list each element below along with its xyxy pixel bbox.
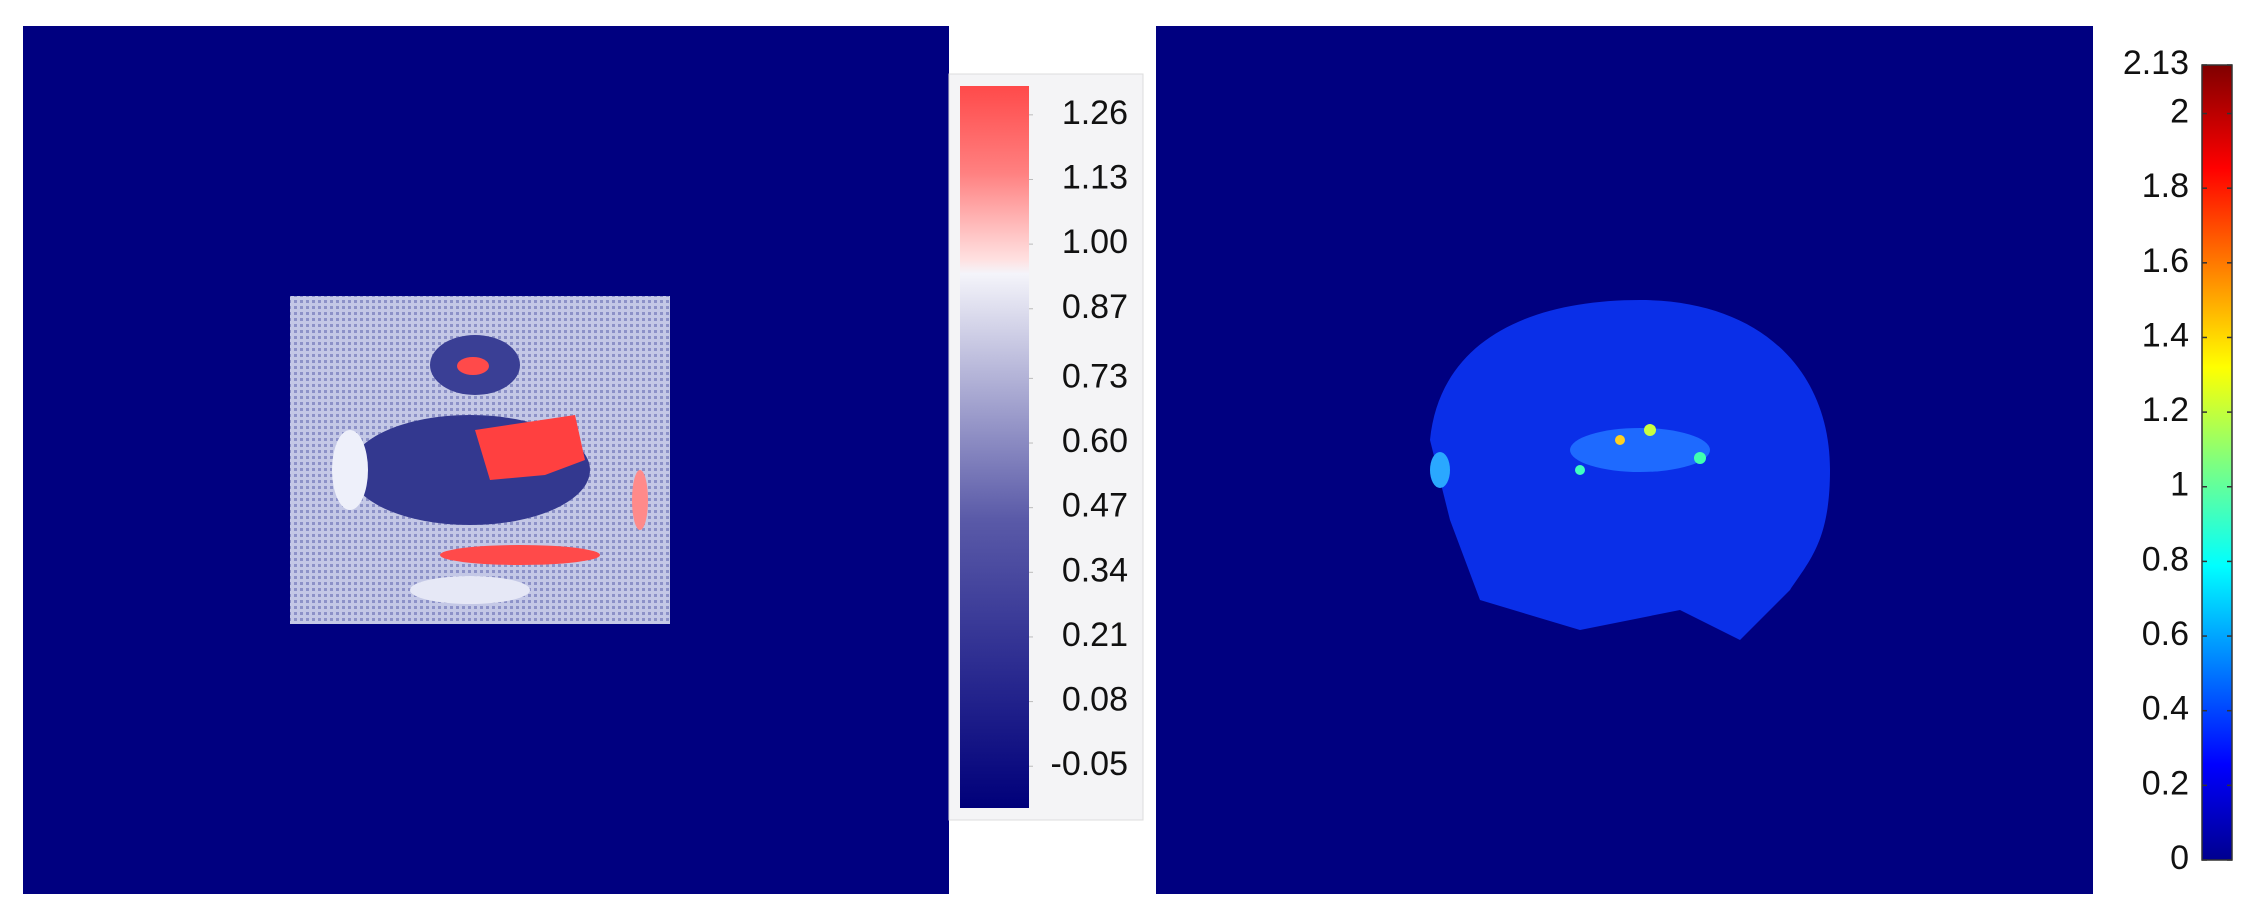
tick-label: 2.13: [2123, 44, 2189, 82]
texture-blob: [1430, 452, 1450, 488]
tick-label: 0.8: [2142, 540, 2189, 578]
texture-blob: [332, 430, 368, 510]
tick-label: -0.05: [1051, 745, 1129, 783]
tick-label: 1.00: [1062, 223, 1128, 261]
tick-label: 0.87: [1062, 288, 1128, 326]
right-texture: [1430, 300, 1830, 640]
hot-spot: [1644, 424, 1656, 436]
tick-label: 0.08: [1062, 681, 1128, 719]
hot-spot: [1575, 465, 1585, 475]
tick-label: 0.6: [2142, 615, 2189, 653]
colorbar: [2201, 64, 2233, 861]
tick-label: 1.8: [2142, 167, 2189, 205]
tick-label: 1.13: [1062, 158, 1128, 196]
hot-spot: [475, 415, 585, 480]
tick-label: 1.2: [2142, 391, 2189, 429]
hot-spot: [457, 357, 489, 375]
hot-spot: [632, 470, 648, 530]
tick-label: 0: [2170, 839, 2189, 877]
tick-label: 2: [2170, 93, 2189, 131]
tick-label: 0.21: [1062, 616, 1128, 654]
tick-label: 1.6: [2142, 242, 2189, 280]
hot-spot: [440, 545, 600, 565]
tick-label: 0.47: [1062, 487, 1128, 525]
hot-spot: [1615, 435, 1625, 445]
tick-label: 0.60: [1062, 422, 1128, 460]
tick-label: 0.4: [2142, 690, 2189, 728]
texture-blob: [410, 576, 530, 604]
tick-label: 1: [2170, 466, 2189, 504]
tick-label: 0.73: [1062, 357, 1128, 395]
tick-label: 1.4: [2142, 316, 2189, 354]
colorbar: [960, 86, 1029, 808]
tick-label: 0.2: [2142, 764, 2189, 802]
tick-label: 1.26: [1062, 94, 1128, 132]
tick-label: 0.34: [1062, 551, 1128, 589]
texture-blob: [1570, 428, 1710, 472]
left-texture: [290, 296, 670, 624]
hot-spot: [1694, 452, 1706, 464]
